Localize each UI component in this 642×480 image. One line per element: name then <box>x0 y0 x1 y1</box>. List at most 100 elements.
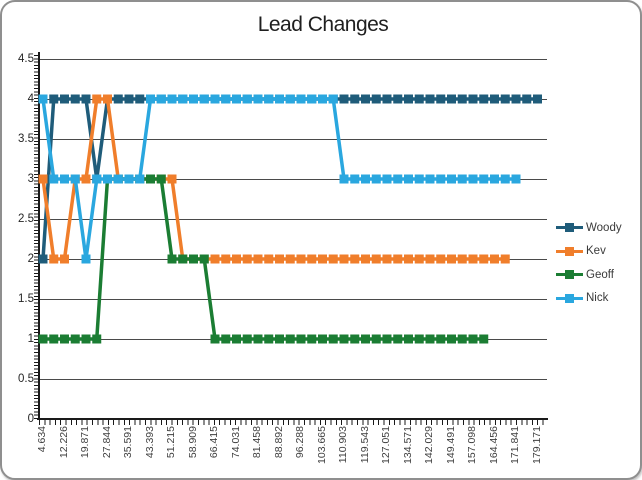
data-point-marker <box>49 174 59 184</box>
y-axis-label: 3 <box>27 173 34 185</box>
data-point-marker <box>49 94 59 104</box>
data-point-marker <box>210 94 220 104</box>
data-point-marker <box>447 254 456 264</box>
data-point-marker <box>361 94 370 104</box>
y-axis-label: 0.5 <box>18 373 34 385</box>
data-point-marker <box>425 174 435 184</box>
data-point-marker <box>275 94 284 104</box>
data-point-marker <box>113 94 123 104</box>
data-point-marker <box>479 174 489 184</box>
data-point-marker <box>38 334 48 344</box>
data-point-marker <box>479 254 489 264</box>
data-point-marker <box>511 174 521 184</box>
x-axis-line <box>37 418 548 420</box>
y-axis-label: 2 <box>27 253 34 265</box>
data-point-marker <box>490 94 499 104</box>
data-point-marker <box>457 174 467 184</box>
data-point-marker <box>404 94 413 104</box>
data-point-marker <box>307 254 317 264</box>
data-point-marker <box>361 254 370 264</box>
data-point-marker <box>447 174 456 184</box>
series-nick <box>38 94 521 264</box>
data-point-marker <box>318 334 327 344</box>
data-point-marker <box>425 254 435 264</box>
legend-label: Woody <box>586 221 622 234</box>
data-point-marker <box>232 334 241 344</box>
data-point-marker <box>393 174 403 184</box>
data-point-marker <box>468 334 478 344</box>
data-point-marker <box>146 94 155 104</box>
gridline <box>39 179 547 180</box>
gridline <box>39 379 547 380</box>
y-axis-line <box>38 52 40 420</box>
y-axis-label: 2.5 <box>18 213 34 225</box>
data-point-marker <box>522 94 532 104</box>
chart-title: Lead Changes <box>257 13 389 36</box>
data-point-marker <box>81 254 91 264</box>
data-point-marker <box>103 94 112 104</box>
data-point-marker <box>393 94 403 104</box>
data-point-marker <box>404 174 413 184</box>
legend-label: Nick <box>586 292 609 305</box>
data-point-marker <box>371 94 381 104</box>
data-point-marker <box>350 94 360 104</box>
data-point-marker <box>124 94 134 104</box>
data-point-marker <box>124 174 134 184</box>
data-point-marker <box>296 334 306 344</box>
data-point-marker <box>156 94 166 104</box>
data-point-marker <box>167 174 177 184</box>
data-point-marker <box>447 94 456 104</box>
data-point-marker <box>38 94 48 104</box>
legend-item-kev: Kev <box>556 240 622 264</box>
gridline <box>39 219 547 220</box>
data-point-marker <box>210 334 220 344</box>
data-point-marker <box>425 94 435 104</box>
data-point-marker <box>178 94 188 104</box>
data-point-marker <box>135 174 145 184</box>
data-point-marker <box>232 94 241 104</box>
data-point-marker <box>81 334 91 344</box>
data-point-marker <box>382 174 392 184</box>
data-point-marker <box>167 94 177 104</box>
data-point-marker <box>189 94 198 104</box>
data-point-marker <box>135 94 145 104</box>
data-point-marker <box>511 94 521 104</box>
data-point-marker <box>500 174 510 184</box>
data-point-marker <box>92 174 102 184</box>
data-point-marker <box>339 334 349 344</box>
data-point-marker <box>296 254 306 264</box>
data-point-marker <box>178 254 188 264</box>
data-point-marker <box>60 94 69 104</box>
data-point-marker <box>500 254 510 264</box>
data-point-marker <box>113 174 123 184</box>
data-point-marker <box>468 174 478 184</box>
data-point-marker <box>81 174 91 184</box>
data-point-marker <box>221 334 231 344</box>
data-point-marker <box>404 254 413 264</box>
data-point-marker <box>361 174 370 184</box>
data-point-marker <box>436 334 446 344</box>
y-axis-label: 3.5 <box>18 133 34 145</box>
legend-label: Kev <box>586 245 606 258</box>
data-point-marker <box>393 254 403 264</box>
data-point-marker <box>457 94 467 104</box>
data-point-marker <box>414 334 424 344</box>
data-point-marker <box>38 254 48 264</box>
y-axis-label: 4.5 <box>18 53 34 65</box>
data-point-marker <box>414 94 424 104</box>
data-point-marker <box>371 174 381 184</box>
data-point-marker <box>296 94 306 104</box>
data-point-marker <box>490 254 499 264</box>
data-point-marker <box>382 94 392 104</box>
data-point-marker <box>60 254 69 264</box>
legend: Woody Kev Geoff Nick <box>556 216 622 310</box>
data-point-marker <box>371 254 381 264</box>
gridline <box>39 299 547 300</box>
legend-item-woody: Woody <box>556 216 622 240</box>
data-point-marker <box>436 254 446 264</box>
data-point-marker <box>242 94 252 104</box>
data-point-marker <box>339 174 349 184</box>
data-point-marker <box>81 94 91 104</box>
data-point-marker <box>38 174 48 184</box>
